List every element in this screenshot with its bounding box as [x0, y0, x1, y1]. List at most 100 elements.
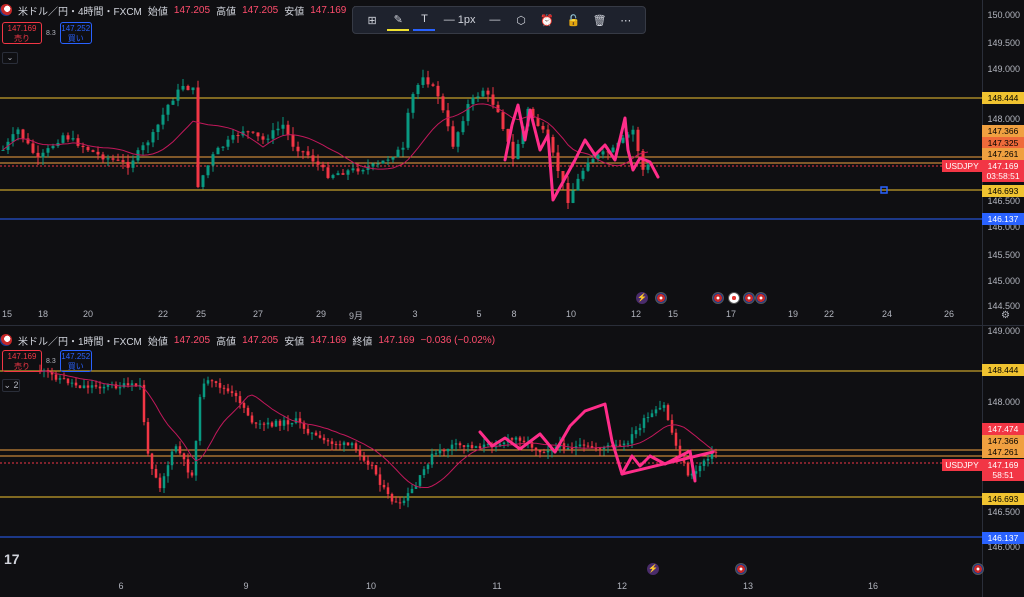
collapse-indicators-button[interactable]: ⌄: [2, 52, 18, 64]
candle: [210, 380, 214, 382]
sell-button[interactable]: 147.169 売り: [2, 22, 42, 44]
candle: [618, 444, 622, 446]
ohlc-high-label: 高値: [216, 336, 237, 348]
event-bolt-icon[interactable]: ⚡: [647, 563, 659, 575]
event-us-flag-icon[interactable]: [743, 292, 755, 304]
candle: [301, 151, 305, 153]
candle: [522, 440, 526, 443]
candle: [86, 385, 90, 388]
brush-drawing: [503, 103, 660, 202]
candle: [236, 135, 240, 137]
candle: [694, 471, 698, 474]
candle: [462, 445, 466, 447]
time-axis-4h[interactable]: 15 18 20 22 25 27 29 9月 3 5 8 10 12 15 17 19 22 24 26: [0, 309, 982, 323]
text-icon[interactable]: T: [413, 9, 436, 31]
candle: [454, 443, 458, 445]
candle: [161, 114, 165, 125]
candlestick-chart-4h[interactable]: [0, 0, 982, 325]
collapse-indicators-button[interactable]: ⌄ 2: [2, 379, 20, 392]
price-tag: 147.366: [982, 435, 1024, 447]
event-us-flag-icon[interactable]: [755, 292, 767, 304]
candlestick-chart-1h[interactable]: [0, 326, 982, 597]
candle: [206, 165, 210, 176]
event-bolt-icon[interactable]: ⚡: [636, 292, 648, 304]
price-tick: 148.000: [987, 397, 1020, 407]
event-us-flag-icon[interactable]: [735, 563, 747, 575]
candle: [331, 175, 335, 178]
candle: [591, 159, 595, 163]
more-icon[interactable]: ⋯: [620, 14, 632, 27]
trash-icon[interactable]: 🗑: [592, 14, 607, 27]
settings-hex-icon[interactable]: ⬡: [516, 14, 526, 27]
candle: [282, 420, 286, 426]
alert-clock-icon[interactable]: ⏰: [540, 14, 555, 27]
event-jp-flag-icon[interactable]: [728, 292, 740, 304]
axis-settings-icon[interactable]: ⚙: [1001, 310, 1010, 321]
candle: [366, 166, 370, 170]
pane-separator[interactable]: [0, 325, 1024, 326]
buy-button[interactable]: 147.252 買い: [59, 22, 92, 44]
ohlc-high-label: 高値: [216, 6, 237, 18]
candle: [590, 446, 594, 449]
candle: [706, 458, 710, 461]
candle: [574, 446, 578, 449]
candle: [670, 419, 674, 433]
candle: [461, 121, 465, 133]
candle: [94, 385, 98, 387]
time-tick: 12: [616, 581, 628, 591]
candle: [196, 87, 200, 187]
candle: [78, 385, 82, 389]
line-style-icon[interactable]: —: [489, 14, 501, 26]
symbol-title[interactable]: 米ドル／円・4時間・FXCM: [18, 6, 142, 18]
candle: [26, 138, 30, 144]
symbol-header-4h: 米ドル／円・4時間・FXCM 始値 147.205 高値 147.205 安値 147…: [0, 2, 372, 18]
candle: [306, 151, 310, 156]
buy-button[interactable]: 147.252 買い: [59, 350, 92, 372]
candle: [134, 383, 138, 387]
ohlc-close-label: 終値: [352, 336, 373, 348]
ohlc-close: 147.169: [378, 334, 415, 346]
candle: [602, 447, 606, 450]
candle: [251, 131, 255, 133]
candle: [346, 170, 350, 175]
candle: [190, 472, 194, 476]
candle: [586, 445, 590, 447]
chart-pane-1h[interactable]: 米ドル／円・1時間・FXCM 始値 147.205 高値 147.205 安値 147…: [0, 326, 1024, 597]
candle: [456, 132, 460, 147]
candle: [11, 134, 15, 142]
ohlc-open-label: 始値: [147, 6, 168, 18]
event-us-flag-icon[interactable]: [655, 292, 667, 304]
candle: [314, 432, 318, 436]
lock-icon[interactable]: 🔓: [566, 14, 581, 27]
candle: [186, 85, 190, 91]
candle: [234, 393, 238, 397]
candle: [576, 178, 580, 191]
candle: [674, 432, 678, 446]
candle: [416, 84, 420, 95]
symbol-title[interactable]: 米ドル／円・1時間・FXCM: [18, 336, 142, 348]
price-axis-4h[interactable]: 150.000149.500149.000148.000147.000146.5…: [942, 0, 1024, 325]
candle: [86, 147, 90, 151]
candle: [390, 494, 394, 502]
event-us-flag-icon[interactable]: [972, 563, 984, 575]
price-tick: 146.500: [987, 196, 1020, 206]
candle: [398, 502, 402, 504]
tradingview-logo[interactable]: 17: [4, 551, 20, 567]
chart-pane-4h[interactable]: 米ドル／円・4時間・FXCM 始値 147.205 高値 147.205 安値 147…: [0, 0, 1024, 325]
brush-icon[interactable]: ✎: [387, 9, 410, 31]
line-width-button[interactable]: — 1px: [443, 14, 476, 26]
price-axis-1h[interactable]: 149.000 148.000 146.500 146.000 148.444 147.4…: [942, 326, 1024, 597]
candle: [311, 155, 315, 162]
candle: [281, 124, 285, 129]
event-us-flag-icon[interactable]: [712, 292, 724, 304]
candle: [211, 154, 215, 166]
time-axis-1h[interactable]: 6 9 10 11 12 13 16: [0, 581, 982, 595]
candle: [434, 453, 438, 455]
candle: [530, 441, 534, 448]
candle: [171, 100, 175, 105]
candle: [51, 146, 55, 149]
candle: [306, 428, 310, 434]
sell-button[interactable]: 147.169 売り: [2, 350, 42, 372]
object-tree-icon[interactable]: ⊞: [367, 14, 377, 27]
price-tick: 149.000: [987, 326, 1020, 336]
